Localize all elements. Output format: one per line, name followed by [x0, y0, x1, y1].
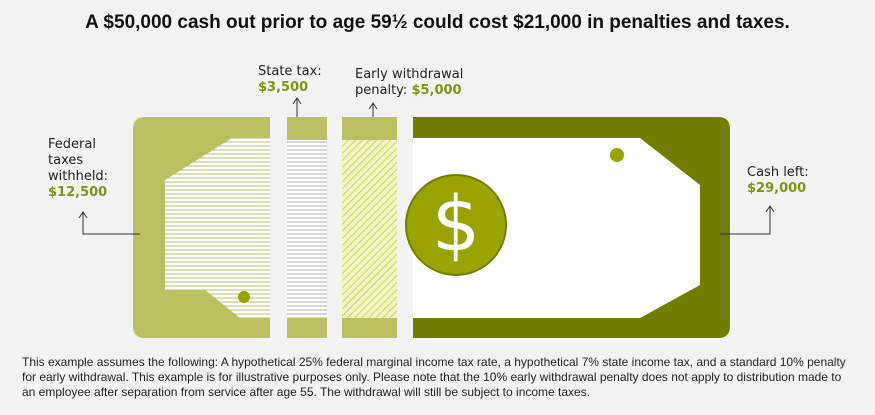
state-hatch: [287, 140, 327, 318]
label: State tax:: [258, 64, 322, 79]
title: A $50,000 cash out prior to age 59½ coul…: [85, 12, 790, 33]
amount: $3,500: [258, 80, 309, 95]
amount: $5,000: [411, 83, 462, 98]
penalty-label: Early withdrawal penalty: $5,000: [355, 67, 485, 99]
penalty-hatch: [342, 140, 397, 318]
coin: [405, 174, 507, 276]
dot: [238, 291, 250, 303]
label: Cash left:: [747, 165, 809, 180]
amount: $29,000: [747, 181, 807, 196]
state-label: State tax: $3,500: [258, 64, 322, 96]
arrows: [78, 97, 775, 235]
amount: $12,500: [48, 185, 108, 200]
label: Early withdrawal penalty:: [355, 67, 464, 98]
footnote: This example assumes the following: A hy…: [22, 355, 846, 399]
label: Federal taxes withheld:: [48, 137, 109, 184]
dot: [610, 148, 624, 162]
dollar-sign: $: [432, 179, 480, 268]
federal-hatch: [165, 138, 270, 318]
federal-label: Federal taxes withheld: $12,500: [48, 137, 118, 201]
cash-label: Cash left: $29,000: [747, 165, 809, 197]
